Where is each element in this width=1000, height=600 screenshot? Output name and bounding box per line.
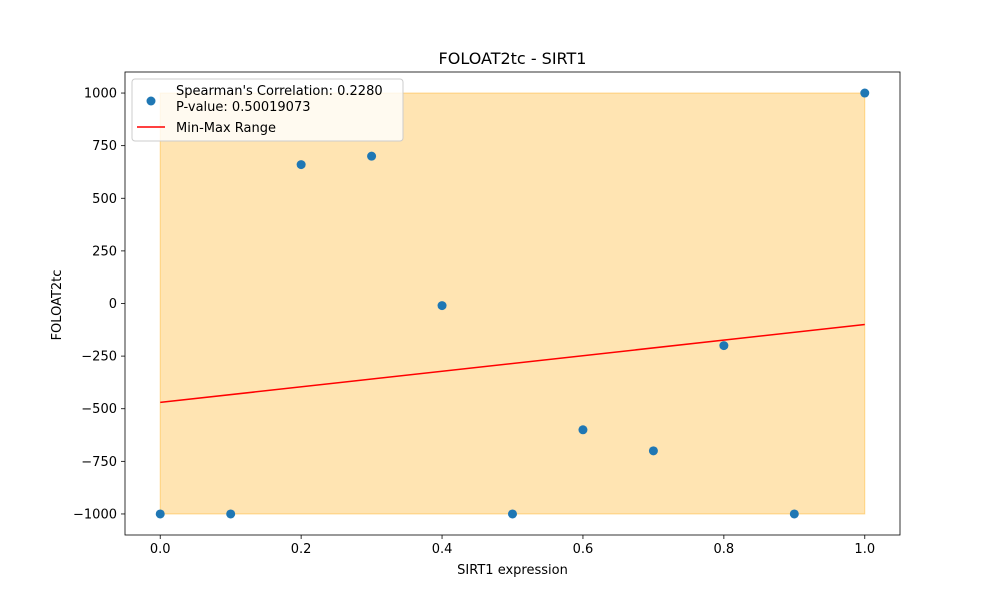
data-point [155, 509, 165, 519]
legend-box [131, 78, 404, 142]
data-point [578, 425, 588, 435]
y-tick-label: 250 [92, 244, 117, 259]
data-point [789, 509, 799, 519]
chart-title: FOLOAT2tc - SIRT1 [439, 49, 587, 68]
x-tick-label: 0.8 [714, 542, 735, 557]
y-tick-label: 750 [92, 139, 117, 154]
y-tick-label: 500 [92, 192, 117, 207]
data-point [296, 160, 306, 170]
data-point [719, 341, 729, 351]
y-tick-label: 0 [109, 297, 117, 312]
y-tick-label: −500 [81, 402, 117, 417]
data-point [648, 446, 658, 456]
axes: 0.0 0.2 0.4 0.6 0.8 1.0 1000 750 500 250 0 −250 −500… [73, 71, 901, 557]
y-tick-label: −250 [81, 350, 117, 365]
data-point [367, 151, 377, 161]
data-point [226, 509, 236, 519]
plot-area [155, 88, 870, 519]
y-tick-label: −750 [81, 455, 117, 470]
legend-label-correlation: Spearman's Correlation: 0.2280 [176, 84, 383, 99]
data-point [860, 88, 870, 98]
legend-marker-point [146, 96, 156, 106]
x-tick-label: 0.2 [291, 542, 312, 557]
min-max-range-fill [159, 92, 866, 515]
y-tick-label: 1000 [84, 87, 117, 102]
y-axis-label: FOLOAT2tc [50, 270, 65, 341]
x-tick-label: 0.4 [432, 542, 453, 557]
x-axis-label: SIRT1 expression [457, 563, 568, 578]
x-tick-label: 0.6 [573, 542, 594, 557]
legend-label-range: Min-Max Range [176, 121, 276, 136]
data-point [508, 509, 517, 519]
legend-label-pvalue: P-value: 0.50019073 [176, 100, 311, 115]
x-tick-label: 1.0 [854, 542, 875, 557]
y-tick-label: −1000 [73, 507, 117, 522]
data-point [437, 301, 447, 311]
min-max-range-line [160, 323, 865, 404]
x-tick-label: 0.0 [150, 542, 171, 557]
